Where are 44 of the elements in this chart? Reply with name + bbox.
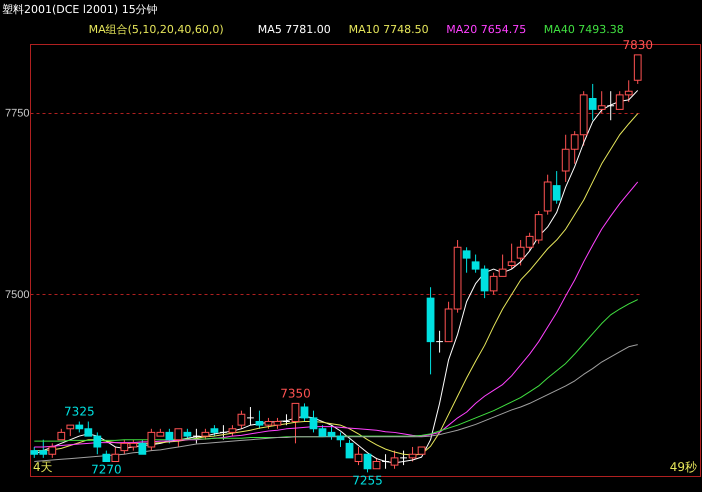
candlestick [372, 457, 380, 470]
candlestick [138, 439, 146, 455]
candlestick [354, 446, 362, 466]
line-series [34, 344, 638, 462]
candlestick [57, 428, 66, 440]
text: MA20 7654.75 [446, 23, 526, 36]
candlestick [48, 442, 56, 458]
candlestick [436, 330, 444, 354]
candlestick [111, 446, 120, 462]
candlestick [508, 243, 516, 270]
legend-title: MA组合(5,10,20,40,60,0) [88, 23, 224, 36]
y-tick-label: 7500 [5, 288, 30, 301]
annotation: 7270 [91, 462, 122, 476]
annotation: 7350 [280, 386, 311, 400]
chart-title: 塑料2001(DCE l2001) 15分钟 [2, 3, 158, 16]
candlestick [102, 450, 110, 462]
text: MA10 7748.50 [348, 23, 429, 36]
candlestick [202, 428, 210, 440]
y-tick-label: 7750 [5, 107, 30, 120]
text: 49秒 [670, 460, 697, 474]
candlestick [174, 428, 182, 448]
candlestick [210, 424, 218, 437]
candlestick [282, 414, 290, 426]
candlestick [256, 410, 264, 430]
candlestick [390, 450, 398, 470]
candlestick [166, 428, 174, 444]
text: MA40 7493.38 [544, 23, 624, 36]
candlestick [598, 90, 606, 114]
candlestick [238, 410, 246, 430]
candlestick [588, 83, 597, 121]
candlestick [552, 170, 561, 204]
candlestick [220, 424, 228, 440]
candlestick [246, 406, 254, 426]
candlestick [346, 439, 354, 458]
candlestick [228, 424, 236, 437]
candlestick [462, 246, 470, 274]
candlestick [66, 424, 74, 437]
annotation: 7255 [352, 473, 383, 488]
candlestick [364, 454, 372, 473]
text: MA5 7781.00 [258, 23, 331, 36]
annotation: 7325 [64, 404, 95, 419]
annotation: 4天 [33, 460, 53, 474]
candlestick [292, 402, 300, 444]
candlestick [192, 428, 200, 444]
